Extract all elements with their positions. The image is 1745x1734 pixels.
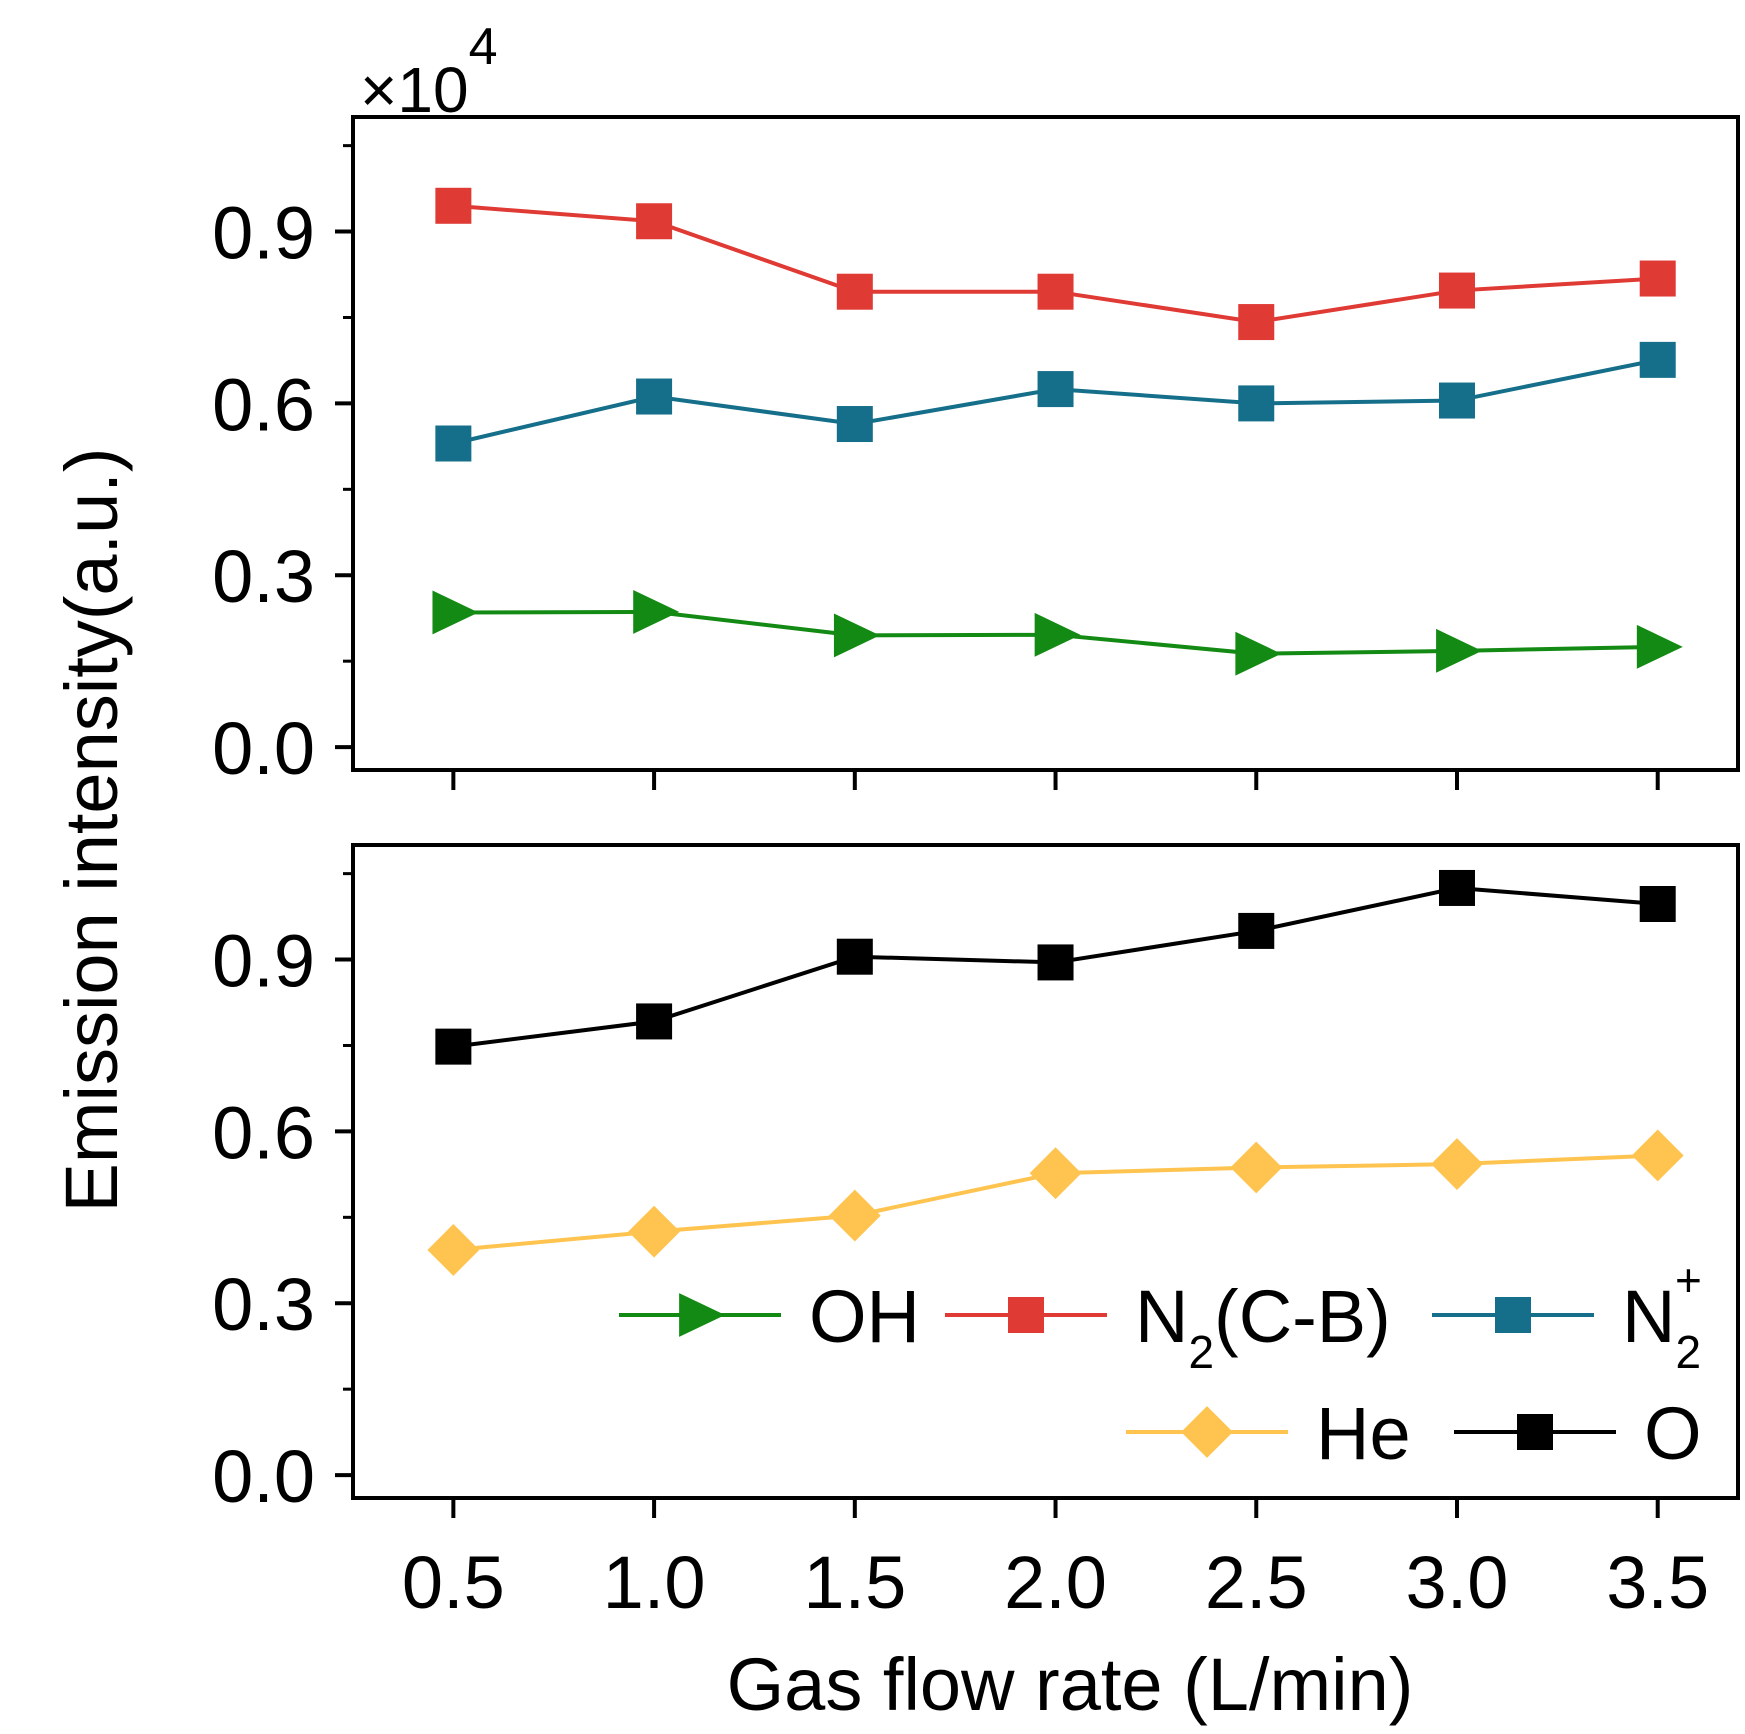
data-point-oh <box>833 613 880 658</box>
data-point-he <box>628 1205 681 1258</box>
top-y-tick-label: 0.0 <box>212 707 315 790</box>
x-tick-label: 2.0 <box>1004 1541 1107 1624</box>
data-point-he <box>1230 1141 1283 1194</box>
data-point-o <box>435 1028 472 1065</box>
data-point-n2 <box>636 378 673 415</box>
data-point-oh <box>1034 612 1081 657</box>
y-multiplier-base: ×10 <box>360 54 469 126</box>
top-panel-frame <box>351 115 1740 772</box>
legend-marker-oh <box>679 1293 726 1337</box>
x-tick-label: 2.5 <box>1205 1541 1308 1624</box>
legend: OH N2(C-B) N2+ He O <box>619 1254 1702 1475</box>
legend-label-n2: N2+ <box>1622 1254 1702 1378</box>
legend-label-he: He <box>1316 1392 1411 1475</box>
top-y-tick-label: 0.6 <box>212 363 315 446</box>
x-tick-label: 0.5 <box>402 1541 505 1624</box>
data-point-n2-c-b <box>1438 272 1475 309</box>
top-panel-axis-ticks: 0.0 0.3 0.6 0.9 <box>212 144 1660 790</box>
legend-marker-n2 <box>1495 1297 1531 1333</box>
data-point-he <box>1431 1138 1483 1190</box>
bottom-panel-axis-ticks: 0.0 0.3 0.6 0.9 0.5 1.0 1.5 2.0 2.5 3.0 3.5 <box>212 872 1709 1624</box>
top-y-tick-label: 0.3 <box>212 535 315 618</box>
bottom-panel-series <box>427 869 1684 1276</box>
bottom-panel-frame <box>351 843 1740 1500</box>
x-tick-label: 3.5 <box>1606 1541 1709 1624</box>
data-point-n2 <box>435 425 472 462</box>
data-point-he <box>1631 1129 1684 1182</box>
y-multiplier: ×104 <box>360 18 497 126</box>
legend-marker-n2-c-b <box>1008 1297 1044 1333</box>
x-tick-label: 3.0 <box>1406 1541 1509 1624</box>
x-tick-label: 1.5 <box>803 1541 906 1624</box>
data-point-o <box>1037 944 1074 981</box>
x-axis-label: Gas flow rate (L/min) <box>727 1643 1414 1726</box>
data-point-o <box>836 938 873 975</box>
data-point-n2 <box>1037 371 1074 408</box>
x-tick-label: 1.0 <box>603 1541 706 1624</box>
data-point-n2 <box>1438 382 1475 419</box>
y-multiplier-exponent: 4 <box>469 18 498 76</box>
bottom-y-tick-label: 0.0 <box>212 1435 315 1518</box>
data-point-n2-c-b <box>636 203 673 240</box>
data-point-oh <box>432 590 479 635</box>
legend-marker-o <box>1517 1414 1553 1450</box>
data-point-o <box>1238 912 1275 949</box>
bottom-y-tick-label: 0.9 <box>212 920 315 1003</box>
legend-label-n2-c-b: N2(C-B) <box>1135 1275 1391 1378</box>
top-y-tick-label: 0.9 <box>212 192 315 275</box>
data-point-oh <box>1636 624 1683 669</box>
legend-marker-he <box>1181 1406 1233 1458</box>
data-point-n2 <box>1639 341 1676 378</box>
legend-label-o: O <box>1644 1392 1702 1475</box>
data-point-n2-c-b <box>1238 304 1275 341</box>
data-point-n2-c-b <box>435 187 472 224</box>
data-point-oh <box>633 589 680 634</box>
data-point-he <box>828 1189 881 1242</box>
data-point-n2-c-b <box>1037 273 1074 310</box>
data-point-n2-c-b <box>836 273 873 310</box>
data-point-n2 <box>836 406 873 443</box>
data-point-n2 <box>1238 385 1275 422</box>
data-point-he <box>1029 1147 1082 1200</box>
bottom-y-tick-label: 0.3 <box>212 1263 315 1346</box>
data-point-oh <box>1235 631 1282 676</box>
data-point-n2-c-b <box>1639 260 1676 297</box>
data-point-o <box>1438 869 1475 906</box>
legend-label-oh: OH <box>809 1275 920 1358</box>
bottom-y-tick-label: 0.6 <box>212 1091 315 1174</box>
data-point-he <box>427 1224 480 1276</box>
data-point-oh <box>1436 628 1483 673</box>
data-point-o <box>636 1003 673 1040</box>
data-point-o <box>1639 885 1676 922</box>
top-panel-series <box>432 187 1683 676</box>
y-axis-label: Emission intensity(a.u.) <box>50 448 133 1213</box>
